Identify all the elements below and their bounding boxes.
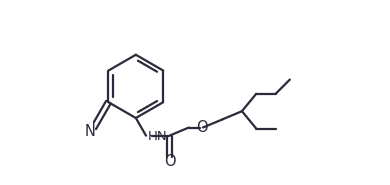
Text: N: N <box>85 124 96 139</box>
Text: O: O <box>196 120 207 135</box>
Text: O: O <box>164 154 176 169</box>
Text: HN: HN <box>148 130 167 143</box>
